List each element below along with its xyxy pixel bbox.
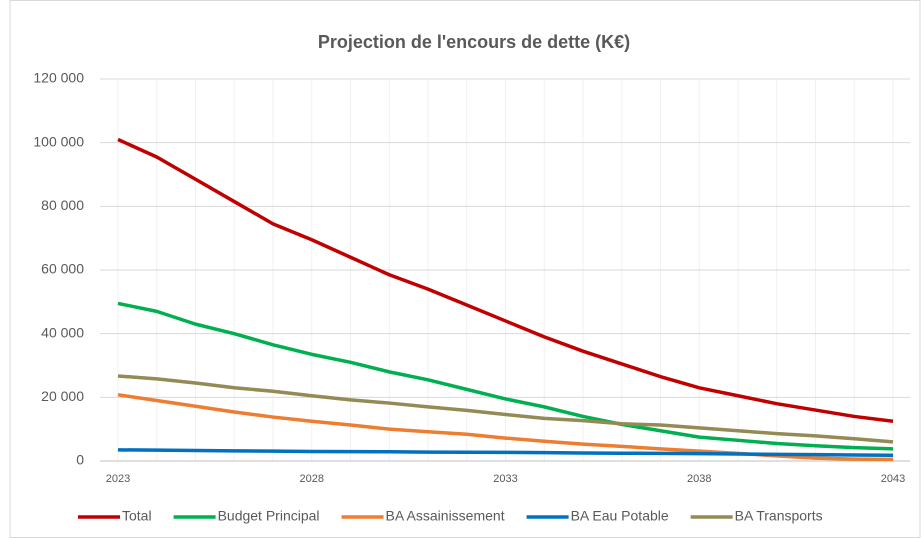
y-tick-label: 20 000: [41, 388, 84, 404]
y-tick-label: 0: [76, 452, 84, 468]
x-tick-label: 2043: [881, 473, 905, 485]
y-tick-label: 100 000: [33, 133, 84, 149]
legend-label: BA Assainissement: [386, 508, 505, 524]
legend-label: Total: [122, 508, 152, 524]
chart-title: Projection de l'encours de dette (K€): [318, 32, 630, 52]
line: [117, 374, 894, 444]
y-tick-label: 80 000: [41, 197, 84, 213]
x-tick-label: 2028: [300, 473, 324, 485]
line: [117, 301, 894, 451]
line: [117, 448, 894, 458]
legend-label: BA Transports: [735, 508, 823, 524]
x-tick-label: 2023: [106, 473, 130, 485]
line: [117, 137, 894, 423]
legend-label: Budget Principal: [218, 508, 320, 524]
y-tick-label: 120 000: [33, 70, 84, 86]
y-tick-label: 60 000: [41, 261, 84, 277]
x-tick-label: 2038: [687, 473, 711, 485]
legend-label: BA Eau Potable: [571, 508, 669, 524]
x-tick-label: 2033: [493, 473, 517, 485]
chart-frame: [9, 0, 921, 538]
y-tick-label: 40 000: [41, 324, 84, 340]
